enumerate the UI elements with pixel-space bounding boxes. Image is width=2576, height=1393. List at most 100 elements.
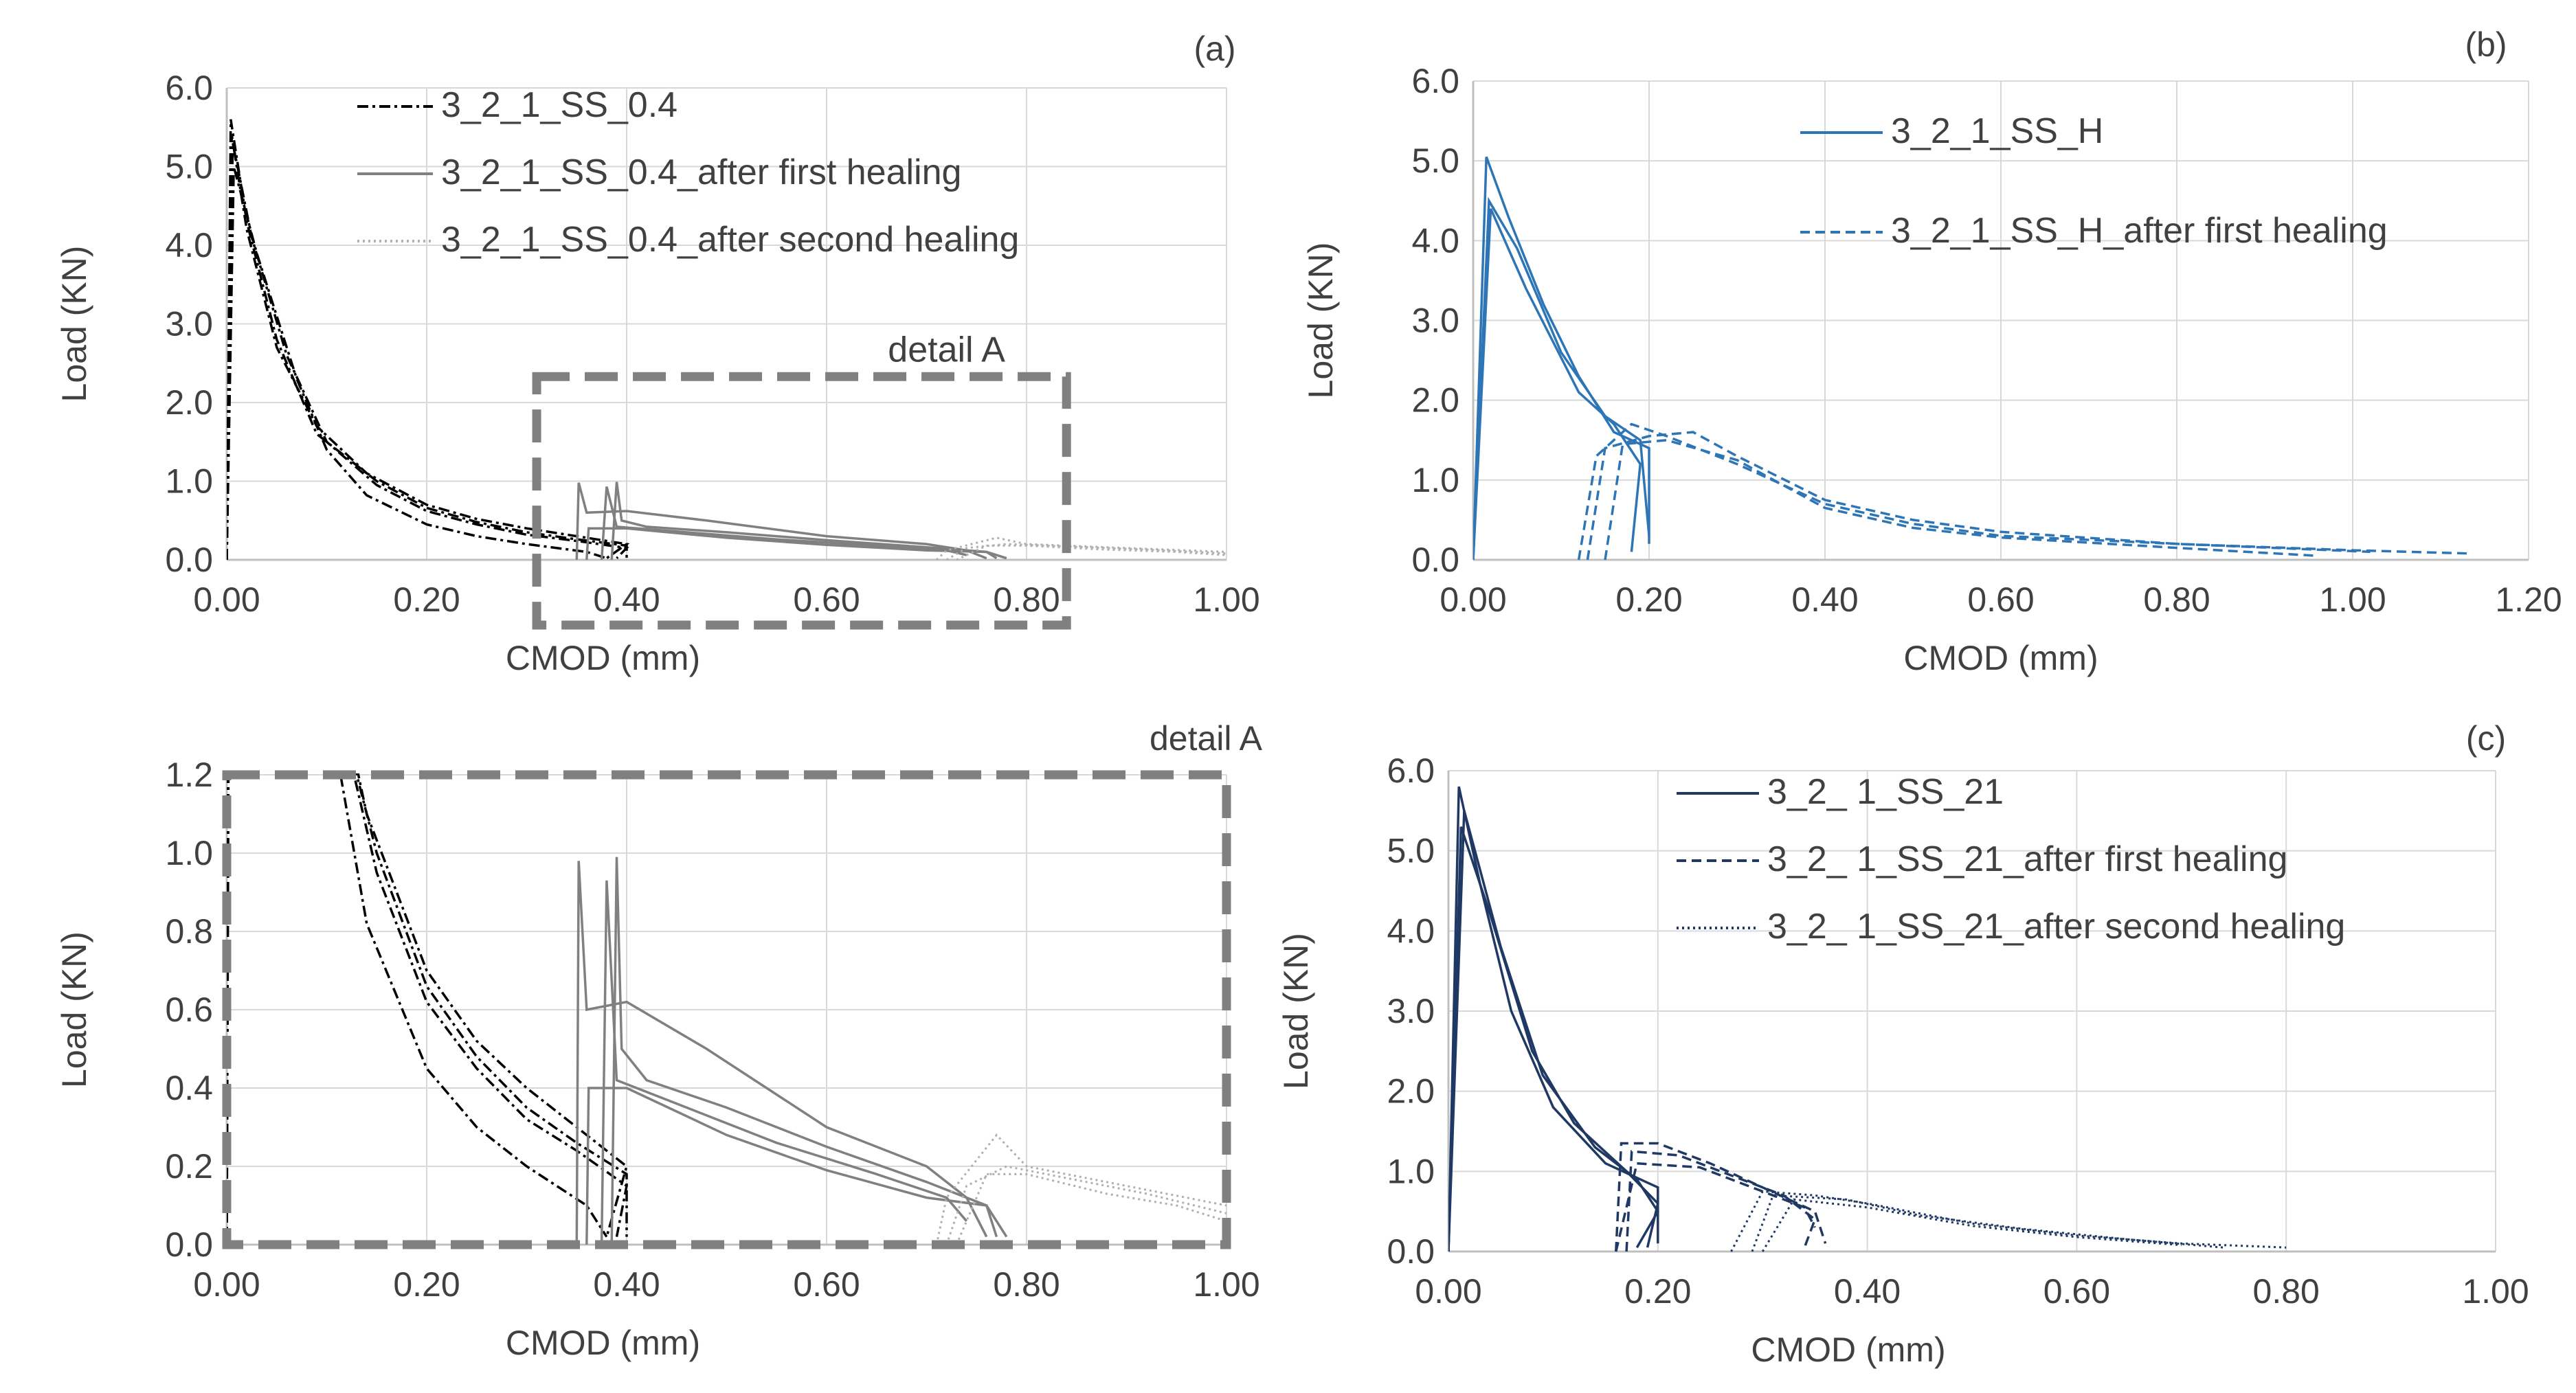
series-line (1751, 1194, 2224, 1252)
y-tick-label: 3.0 (1387, 992, 1435, 1030)
y-tick-label: 2.0 (1411, 381, 1459, 420)
panel-label: detail A (1150, 719, 1263, 758)
panel-label: (c) (2466, 719, 2506, 758)
x-tick-label: 0.00 (1440, 580, 1506, 619)
series-line (1730, 1190, 2287, 1252)
x-tick-label: 0.20 (393, 1265, 460, 1304)
x-tick-label: 0.80 (2143, 580, 2210, 619)
y-tick-label: 0.8 (165, 912, 213, 951)
series-line (1604, 439, 2318, 560)
y-tick-label: 1.0 (1411, 461, 1459, 499)
panel-label: (a) (1194, 30, 1235, 68)
y-axis-title: Load (KN) (1301, 242, 1340, 399)
series-line (227, 135, 630, 560)
series-line (585, 1087, 1008, 1245)
series-line (1473, 208, 1642, 560)
x-tick-label: 0.60 (2043, 1272, 2110, 1311)
series-line (1448, 810, 1659, 1252)
x-tick-label: 1.20 (2495, 580, 2562, 619)
y-tick-label: 0.2 (165, 1147, 213, 1186)
y-tick-label: 1.2 (165, 756, 213, 794)
x-tick-label: 1.00 (1193, 580, 1259, 619)
x-axis-title: CMOD (mm) (506, 1324, 700, 1362)
y-tick-label: 0.0 (1411, 541, 1459, 579)
series-line (227, 142, 629, 560)
series-line (935, 1133, 1227, 1245)
detail-a-label: detail A (888, 330, 1005, 370)
plot-area (1473, 156, 2467, 560)
series-line (227, 773, 628, 1245)
series-line (1473, 156, 1650, 560)
y-tick-label: 4.0 (1387, 911, 1435, 950)
legend-entry: 3_2_ 1_SS_21_after second healing (1767, 907, 2345, 947)
x-tick-label: 0.80 (2253, 1272, 2320, 1311)
x-tick-label: 1.00 (2462, 1272, 2529, 1311)
x-axis-title: CMOD (mm) (1751, 1330, 1945, 1369)
legend-entry: 3_2_1_SS_H_after first healing (1891, 211, 2388, 251)
series-line (956, 544, 1227, 561)
panel-label: (b) (2465, 25, 2507, 64)
y-tick-label: 0.0 (165, 1225, 213, 1264)
y-tick-label: 0.6 (165, 990, 213, 1029)
y-tick-label: 6.0 (1411, 62, 1459, 100)
y-tick-label: 0.0 (1387, 1232, 1435, 1271)
x-tick-label: 0.20 (1624, 1272, 1691, 1311)
x-tick-label: 0.00 (1415, 1272, 1481, 1311)
series-line (1615, 1162, 1816, 1252)
legend-entry: 3_2_1_SS_0.4 (441, 85, 677, 125)
plot-area (1448, 786, 2287, 1252)
x-tick-label: 0.20 (1615, 580, 1682, 619)
x-tick-label: 0.20 (393, 580, 460, 619)
legend-entry: 3_2_1_SS_H (1891, 111, 2103, 151)
y-tick-label: 6.0 (165, 69, 213, 107)
y-axis-title: Load (KN) (55, 246, 93, 403)
x-tick-label: 0.40 (1791, 580, 1858, 619)
y-tick-label: 3.0 (165, 305, 213, 343)
y-tick-label: 2.0 (1387, 1072, 1435, 1111)
series-line (1625, 1150, 1817, 1252)
y-tick-label: 5.0 (1411, 141, 1459, 180)
series-line (227, 773, 608, 1245)
x-tick-label: 0.60 (793, 1265, 860, 1304)
y-tick-label: 1.0 (165, 462, 213, 501)
x-tick-label: 1.00 (1193, 1265, 1259, 1304)
series-line (227, 166, 607, 560)
y-tick-label: 5.0 (165, 148, 213, 186)
y-tick-label: 1.0 (1387, 1152, 1435, 1190)
series-line (227, 119, 628, 560)
x-axis-title: CMOD (mm) (506, 639, 700, 677)
series-line (585, 527, 1007, 560)
x-tick-label: 0.80 (993, 1265, 1060, 1304)
x-tick-label: 0.80 (993, 580, 1060, 619)
series-line (1615, 1142, 1827, 1252)
y-tick-label: 2.0 (165, 383, 213, 422)
series-line (610, 857, 998, 1245)
series-line (575, 861, 988, 1245)
x-tick-label: 0.40 (1834, 1272, 1901, 1311)
x-tick-label: 0.40 (593, 1265, 660, 1304)
series-line (1761, 1198, 2182, 1252)
y-axis-title: Load (KN) (1277, 933, 1315, 1089)
y-axis-title: Load (KN) (55, 931, 93, 1088)
legend-entry: 3_2_1_SS_0.4_after second healing (441, 220, 1019, 260)
y-tick-label: 4.0 (165, 226, 213, 264)
y-tick-label: 0.4 (165, 1069, 213, 1107)
series-line (955, 1173, 1227, 1245)
series-line (1473, 196, 1650, 560)
x-tick-label: 0.00 (193, 1265, 260, 1304)
x-tick-label: 0.00 (193, 580, 260, 619)
series-line (1448, 826, 1659, 1252)
series-line (227, 773, 628, 1245)
legend-entry: 3_2_ 1_SS_21_after first healing (1767, 839, 2287, 879)
x-axis-title: CMOD (mm) (1903, 639, 2098, 677)
plot-area (227, 773, 1227, 1245)
series-line (935, 536, 1227, 561)
legend-entry: 3_2_1_SS_0.4_after first healing (441, 152, 961, 192)
y-tick-label: 6.0 (1387, 751, 1435, 790)
x-tick-label: 0.40 (593, 580, 660, 619)
y-tick-label: 5.0 (1387, 832, 1435, 870)
plot-area (227, 119, 1227, 561)
series-line (227, 773, 629, 1245)
y-tick-label: 3.0 (1411, 302, 1459, 340)
